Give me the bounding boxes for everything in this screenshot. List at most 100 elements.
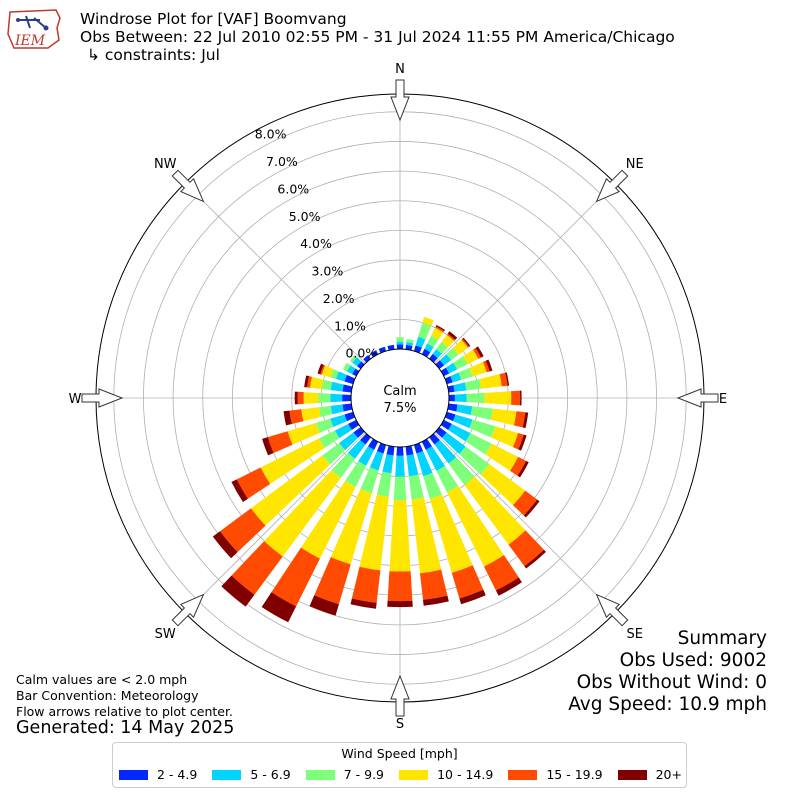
cardinal-label: SW [155, 627, 176, 642]
windrose-bar-segment [287, 422, 320, 445]
calm-note: Calm values are < 2.0 mph [16, 672, 188, 687]
calm-value: 7.5% [383, 401, 416, 416]
windrose-bar-segment [393, 476, 407, 501]
windrose-bar-segment [386, 445, 395, 456]
windrose-bar-segment [363, 355, 371, 363]
windrose-bar-segment [283, 410, 292, 426]
legend-item: 10 - 14.9 [399, 767, 493, 782]
windrose-bar-segment [461, 338, 470, 348]
windrose-bar-segment [475, 346, 484, 358]
arrow-shape [81, 388, 124, 408]
windrose-bar-segment [370, 350, 379, 358]
windrose-bar-segment [495, 577, 522, 596]
direction-arrow [171, 593, 205, 627]
windrose-bar-segment [512, 490, 538, 516]
windrose-bar-segment [406, 339, 414, 344]
radial-tick-labels: 0.0% 1.0% 2.0% 3.0% 4.0% 5.0% 6.0% 7.0% 8.0% [255, 127, 378, 361]
legend-label: 2 - 4.9 [157, 767, 198, 782]
radial-tick-label: 7.0% [266, 154, 298, 169]
windrose-bar-segment [310, 376, 324, 390]
direction-arrow [595, 169, 629, 203]
windrose-bar-segment [462, 337, 471, 347]
windrose-bar-segment [458, 367, 473, 380]
arrow-shape [171, 593, 205, 627]
grid-spoke [184, 432, 366, 614]
windrose-bar-segment [231, 479, 248, 502]
windrose-bar-segment [464, 476, 526, 545]
windrose-bar-segment [470, 406, 493, 420]
legend-swatch [617, 769, 647, 780]
windrose-bar-segment [484, 391, 512, 405]
windrose-bar-segment [316, 418, 334, 433]
direction-arrow [595, 593, 629, 627]
windrose-bar-segment [307, 376, 312, 388]
windrose-bar-segment [454, 393, 467, 403]
windrose-bar-segment [342, 362, 351, 372]
arrow-shape [676, 388, 719, 408]
arrow-shape [171, 169, 205, 203]
windrose-bar-segment [321, 365, 334, 378]
legend-item: 2 - 4.9 [119, 767, 197, 782]
windrose-bar-segment [451, 565, 484, 599]
direction-arrows [81, 79, 719, 717]
windrose-bar-segment [431, 327, 444, 340]
windrose-bar-segment [415, 336, 426, 348]
windrose-bar-segment [510, 456, 527, 476]
legend-item: 5 - 6.9 [212, 767, 291, 782]
grid-spoke [434, 182, 616, 364]
windrose-bar-segment [330, 393, 343, 403]
windrose-bar-segment [346, 365, 356, 375]
windrose-bar-segment [219, 508, 266, 553]
windrose-bar-segment [513, 411, 526, 428]
direction-arrow [390, 79, 410, 122]
legend-item: 20+ [617, 767, 682, 782]
windrose-bar-segment [405, 445, 414, 456]
windrose-bars [212, 316, 546, 623]
windrose-bar-segment [345, 461, 367, 487]
windrose-bar-segment [357, 361, 365, 369]
windrose-bar-segment [452, 339, 468, 355]
windrose-bar-segment [318, 430, 340, 448]
windrose-bar-segment [435, 324, 446, 332]
windrose-bar-segment [512, 432, 524, 450]
windrose-bar-segment [422, 316, 434, 326]
windrose-bar-segment [304, 375, 310, 388]
generated-date: Generated: 14 May 2025 [16, 718, 235, 738]
windrose-bar-segment [396, 446, 404, 456]
windrose-bar-segment [444, 411, 456, 422]
windrose-bar-segment [330, 381, 344, 392]
windrose-bar-segment [352, 368, 360, 377]
windrose-bar-segment [317, 363, 324, 375]
chart-subtitle: Obs Between: 22 Jul 2010 02:55 PM - 31 J… [80, 28, 675, 46]
windrose-bar-segment [271, 547, 320, 607]
windrose-bar-segment [436, 341, 449, 354]
windrose-bar-segment [360, 467, 379, 494]
radial-tick-label: 2.0% [323, 291, 355, 306]
arrow-shape [390, 79, 410, 122]
windrose-bar-segment [260, 438, 325, 484]
windrose-bar-segment [473, 348, 482, 359]
calm-circle [350, 348, 450, 448]
grid-spoke [184, 182, 366, 364]
windrose-bar-segment [436, 466, 459, 493]
windrose-bar-segment [303, 392, 319, 404]
windrose-bar-segment [491, 426, 519, 448]
cardinal-label: E [719, 392, 727, 407]
cardinal-label: NW [154, 157, 177, 172]
windrose-bar-segment [231, 541, 283, 595]
windrose-bar-segment [464, 378, 482, 391]
windrose-bar-segment [406, 341, 414, 347]
windrose-bar-segment [318, 393, 331, 403]
windrose-bar-segment [389, 500, 411, 572]
windrose-bar-segment [353, 427, 365, 438]
windrose-bar-segment [448, 423, 471, 442]
windrose-bar-segment [395, 455, 405, 477]
summary-heading: Summary [677, 628, 767, 649]
direction-arrow [81, 388, 124, 408]
windrose-bar-segment [485, 443, 519, 471]
windrose-bar-segment [522, 412, 529, 429]
legend-swatch [399, 769, 429, 780]
windrose-bar-segment [322, 443, 346, 465]
windrose-bar-segment [267, 431, 293, 454]
legend-items: 2 - 4.9 5 - 6.9 7 - 9.9 10 - 14.9 15 - 1… [119, 767, 682, 782]
